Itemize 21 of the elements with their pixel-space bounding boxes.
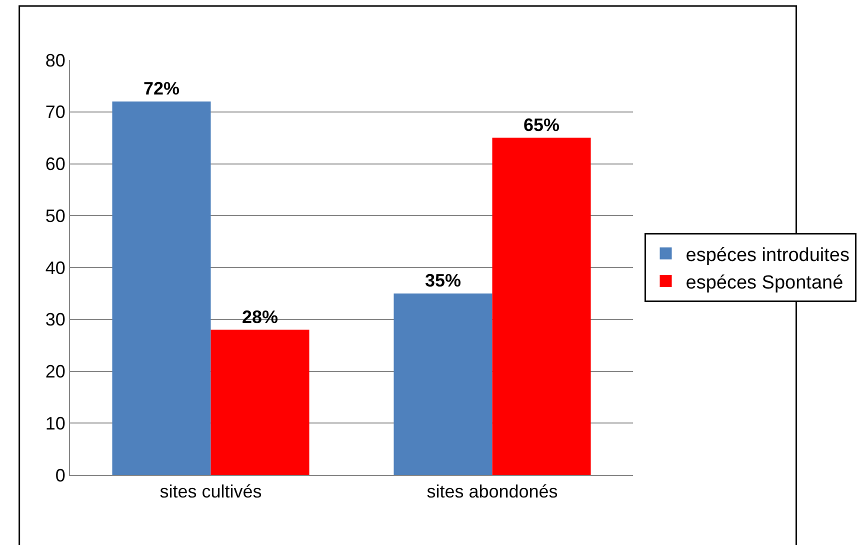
bar bbox=[394, 293, 492, 475]
data-label: 65% bbox=[524, 114, 560, 135]
y-tick-label: 10 bbox=[45, 413, 66, 434]
legend-label: espéces Spontané bbox=[686, 272, 844, 294]
y-tick-label: 80 bbox=[45, 50, 66, 70]
bar bbox=[112, 102, 211, 475]
y-tick-label: 0 bbox=[55, 465, 66, 486]
legend-label: espéces introduites bbox=[686, 244, 850, 266]
y-tick-label: 70 bbox=[45, 102, 66, 122]
bar bbox=[492, 138, 591, 475]
x-tick-label: sites abondonés bbox=[426, 482, 558, 502]
y-tick-label: 60 bbox=[45, 154, 66, 174]
y-tick-label: 30 bbox=[45, 310, 66, 330]
data-label: 35% bbox=[424, 270, 462, 290]
data-label: 28% bbox=[242, 306, 278, 327]
y-tick-label: 40 bbox=[45, 258, 66, 278]
y-tick-label: 20 bbox=[45, 362, 66, 382]
x-tick-label: sites cultivés bbox=[160, 482, 262, 502]
data-label: 72% bbox=[143, 78, 180, 98]
bar bbox=[210, 330, 310, 475]
y-tick-label: 50 bbox=[45, 206, 66, 226]
